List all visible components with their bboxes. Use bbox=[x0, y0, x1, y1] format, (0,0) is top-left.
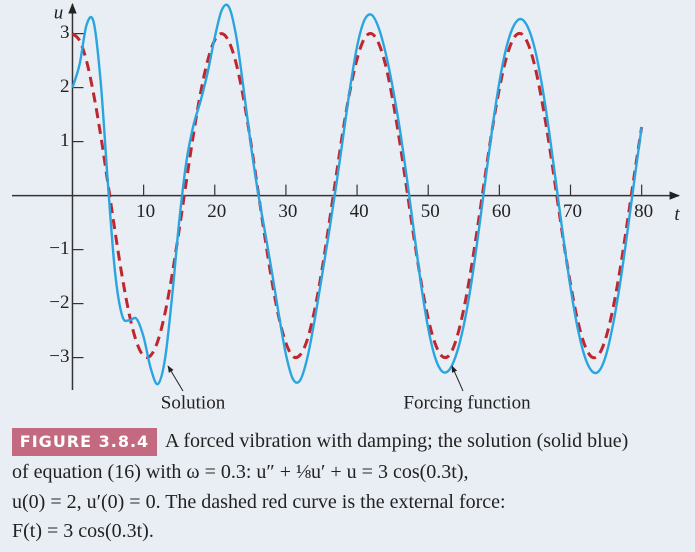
series-label: Solution bbox=[161, 392, 226, 413]
x-tick-label: 30 bbox=[278, 201, 297, 222]
caption-line: A forced vibration with damping; the sol… bbox=[165, 430, 629, 452]
pointer-arrow bbox=[167, 365, 184, 392]
series-label: Forcing function bbox=[403, 392, 531, 413]
caption-line: of equation (16) with ω = 0.3: u″ + ⅛u′ … bbox=[12, 461, 469, 483]
caption-line: u(0) = 2, u′(0) = 0. The dashed red curv… bbox=[12, 491, 506, 513]
y-tick-label: 2 bbox=[60, 76, 70, 97]
y-tick-label: −1 bbox=[49, 238, 69, 259]
pointer-arrow bbox=[451, 365, 464, 392]
y-tick-label: 1 bbox=[60, 130, 70, 151]
x-tick-label: 80 bbox=[634, 201, 653, 222]
y-axis-label: u bbox=[54, 2, 64, 23]
x-tick-label: 60 bbox=[492, 201, 511, 222]
caption-line: F(t) = 3 cos(0.3t). bbox=[12, 520, 154, 542]
figure-label: FIGURE 3.8.4 bbox=[12, 428, 157, 456]
solid-line bbox=[71, 3, 643, 386]
x-tick-label: 50 bbox=[421, 201, 440, 222]
dashed-line bbox=[71, 31, 644, 360]
chart: u t 10 20 30 40 50 60 70 80 −3 −2 −1 1 2 3 Solution Forci… bbox=[12, 2, 680, 413]
x-tick-label: 70 bbox=[563, 201, 582, 222]
y-tick-label: −3 bbox=[49, 346, 69, 367]
y-tick-label: −2 bbox=[49, 292, 69, 313]
x-tick-label: 10 bbox=[136, 201, 155, 222]
x-axis-label: t bbox=[674, 204, 680, 225]
x-tick-label: 20 bbox=[207, 201, 226, 222]
x-tick-label: 40 bbox=[350, 201, 369, 222]
y-tick-label: 3 bbox=[60, 22, 70, 43]
